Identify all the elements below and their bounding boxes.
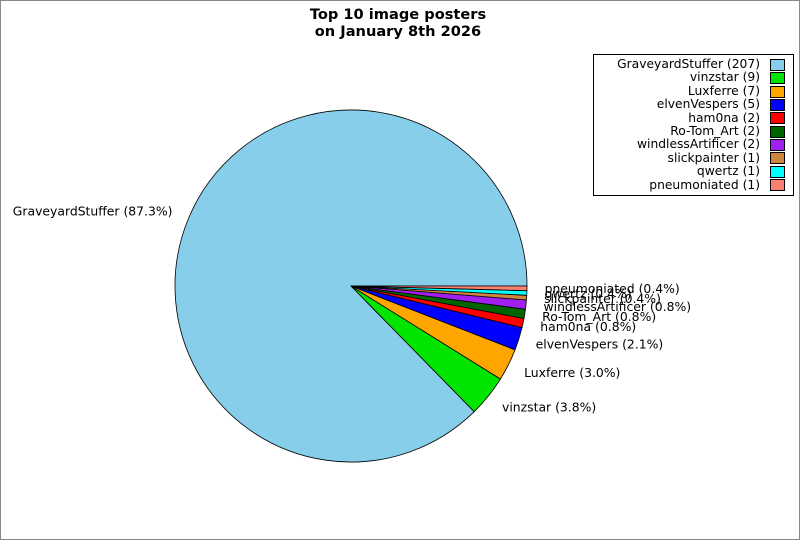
legend-label: Ro-Tom_Art (2)	[670, 124, 760, 138]
legend-swatch	[770, 112, 785, 125]
legend-item-Luxferre: Luxferre (7)	[598, 83, 785, 98]
legend-label: Luxferre (7)	[687, 83, 760, 98]
pie-label-Luxferre: Luxferre (3.0%)	[524, 365, 620, 380]
legend-label: vinzstar (9)	[689, 70, 760, 85]
legend-swatch	[770, 85, 785, 98]
pie-label-windlessArtificer: windlessArtificer (0.8%)	[544, 299, 692, 314]
pie-slice-pneumoniated	[350, 285, 528, 292]
pie-label-slickpainter: slickpainter (0.4%)	[544, 291, 661, 306]
legend-item-Ro-Tom_Art: Ro-Tom_Art (2)	[598, 124, 785, 138]
pie-label-Ro-Tom_Art: Ro-Tom_Art (0.8%)	[542, 309, 656, 324]
legend-label: slickpainter (1)	[667, 150, 760, 165]
legend-swatch	[770, 139, 785, 152]
legend-item-windlessArtificer: windlessArtificer (2)	[598, 137, 785, 152]
legend-swatch	[770, 72, 785, 85]
legend: GraveyardStuffer (207) vinzstar (9) Luxfer…	[593, 54, 794, 196]
legend-item-GraveyardStuffer: GraveyardStuffer (207)	[598, 57, 785, 72]
pie-label-elvenVespers: elvenVespers (2.1%)	[536, 336, 664, 351]
legend-swatch	[770, 165, 785, 178]
pie-label-pneumoniated: pneumoniated (0.4%)	[545, 281, 680, 296]
legend-swatch	[770, 125, 785, 138]
legend-item-qwertz: qwertz (1)	[598, 164, 785, 179]
chart-title-line1: Top 10 image posters	[309, 6, 487, 23]
legend-label: ham0na (2)	[688, 110, 760, 125]
pie-label-ham0na: ham0na (0.8%)	[540, 319, 636, 334]
legend-item-ham0na: ham0na (2)	[598, 110, 785, 125]
pie-label-GraveyardStuffer: GraveyardStuffer (87.3%)	[13, 203, 173, 218]
legend-item-vinzstar: vinzstar (9)	[598, 71, 785, 84]
legend-label: elvenVespers (5)	[656, 97, 760, 112]
legend-label: windlessArtificer (2)	[636, 137, 760, 152]
pie-label-qwertz: qwertz (0.4%)	[544, 286, 631, 301]
legend-label: pneumoniated (1)	[649, 177, 760, 192]
legend-label: GraveyardStuffer (207)	[617, 57, 760, 72]
legend-item-pneumoniated: pneumoniated (1)	[598, 177, 785, 192]
legend-swatch	[770, 58, 785, 71]
legend-item-elvenVespers: elvenVespers (5)	[598, 97, 785, 112]
legend-swatch	[770, 179, 785, 192]
legend-label: qwertz (1)	[696, 164, 760, 179]
chart-title: Top 10 image posters on January 8th 2026	[1, 6, 795, 40]
chart-title-line2: on January 8th 2026	[314, 23, 482, 40]
legend-swatch	[770, 152, 785, 165]
legend-swatch	[770, 98, 785, 111]
legend-item-slickpainter: slickpainter (1)	[598, 150, 785, 165]
pie-label-vinzstar: vinzstar (3.8%)	[502, 399, 596, 414]
